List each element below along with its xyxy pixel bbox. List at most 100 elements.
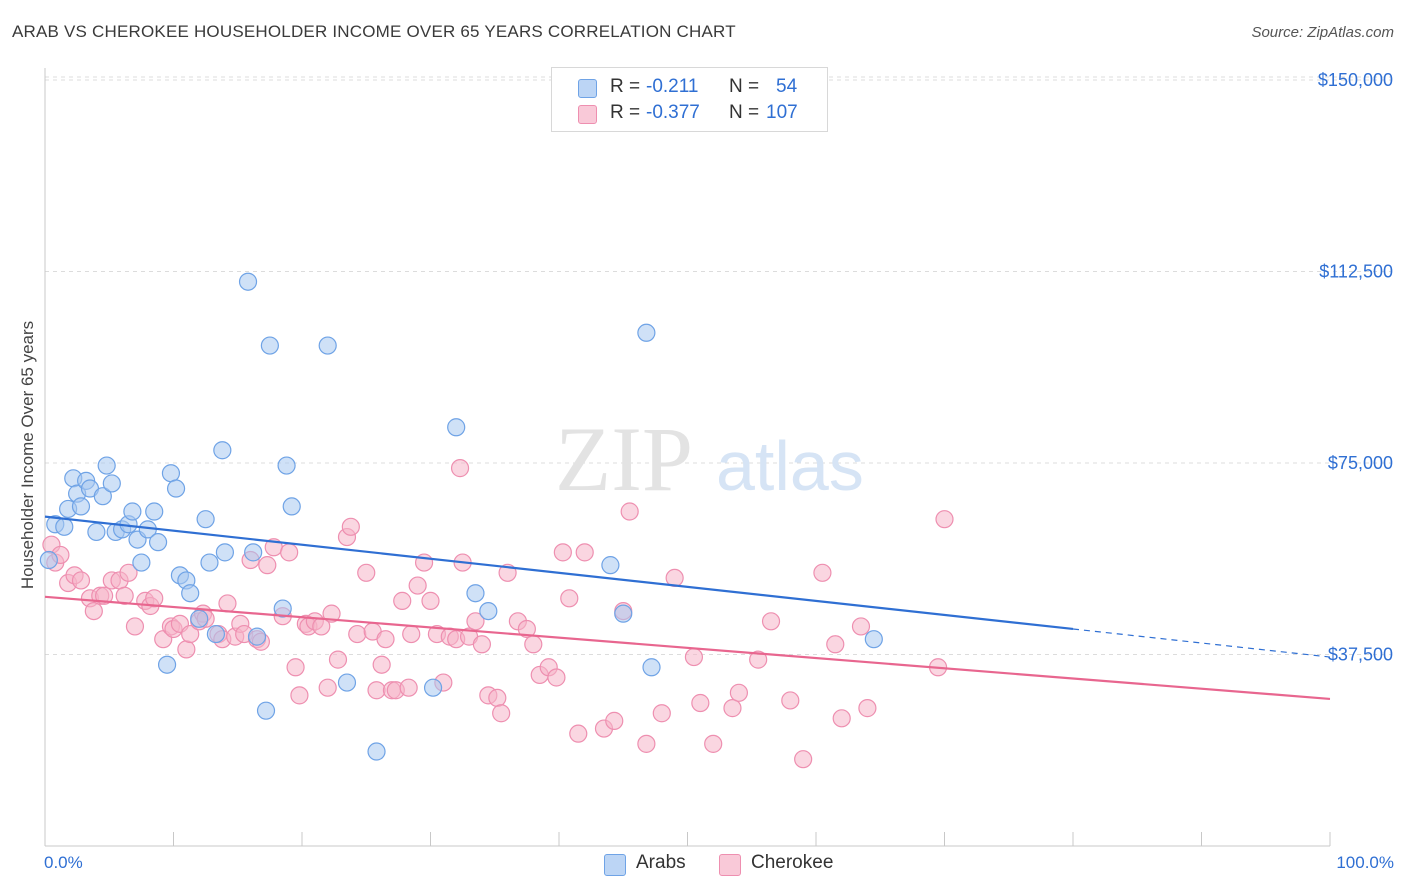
arabs-point-23 xyxy=(161,464,181,483)
cherokee-point-29 xyxy=(218,594,237,613)
cherokee-point-41 xyxy=(290,686,309,705)
cherokee-point-80 xyxy=(524,635,543,654)
arabs-point-20 xyxy=(145,502,164,521)
cherokee-point-107 xyxy=(851,617,871,636)
arabs-point-9 xyxy=(87,522,106,542)
arabs-n-label: N = xyxy=(729,76,760,97)
cherokee-point-46 xyxy=(318,678,337,697)
cherokee-point-104 xyxy=(813,563,832,582)
cherokee-n-value: 107 xyxy=(766,102,798,123)
arabs-point-6 xyxy=(71,497,91,516)
cherokee-point-23 xyxy=(181,624,200,644)
cherokee-point-100 xyxy=(749,650,768,669)
cherokee-point-48 xyxy=(328,650,348,669)
series-cherokee xyxy=(42,459,954,769)
cherokee-point-85 xyxy=(560,589,579,608)
cherokee-point-98 xyxy=(723,699,742,718)
cherokee-point-102 xyxy=(781,691,800,710)
cherokee-point-92 xyxy=(637,734,656,753)
cherokee-point-52 xyxy=(357,563,376,582)
cherokee-point-101 xyxy=(761,612,781,631)
cherokee-point-40 xyxy=(286,658,305,677)
y-tick-label-2: $112,500 xyxy=(1319,262,1393,282)
cherokee-point-95 xyxy=(684,647,704,667)
arabs-point-38 xyxy=(260,336,279,355)
cherokee-point-56 xyxy=(376,630,395,649)
arabs-point-44 xyxy=(367,742,386,761)
arabs-point-50 xyxy=(614,604,633,623)
y-tick-label-3: $150,000 xyxy=(1318,70,1393,90)
cherokee-point-99 xyxy=(729,683,749,702)
arabs-point-51 xyxy=(637,323,656,342)
x-tick-max: 100.0% xyxy=(1336,853,1394,872)
arabs-point-47 xyxy=(466,584,485,603)
arabs-point-40 xyxy=(277,456,296,475)
arabs-point-29 xyxy=(196,510,215,529)
arabs-point-24 xyxy=(166,479,186,498)
cherokee-point-55 xyxy=(372,655,391,674)
y-tick-label-0: $37,500 xyxy=(1328,645,1393,665)
cherokee-point-51 xyxy=(348,624,367,644)
arabs-point-37 xyxy=(256,701,276,720)
arabs-point-36 xyxy=(247,627,267,646)
arabs-point-22 xyxy=(157,655,177,674)
watermark-atlas: atlas xyxy=(716,427,864,505)
cherokee-point-75 xyxy=(488,688,507,708)
arabs-point-43 xyxy=(337,673,357,692)
correlation-legend: R = -0.211 N = 54 R = -0.377 N = 107 xyxy=(551,67,828,132)
cherokee-point-22 xyxy=(177,640,196,659)
arabs-point-21 xyxy=(148,533,168,552)
cherokee-point-93 xyxy=(652,704,671,723)
cherokee-point-13 xyxy=(119,563,138,582)
arabs-r-value: -0.211 xyxy=(646,76,699,97)
cherokee-point-39 xyxy=(280,543,299,562)
arabs-point-39 xyxy=(273,599,292,618)
cherokee-point-73 xyxy=(472,635,491,654)
cherokee-point-7 xyxy=(84,601,103,621)
cherokee-point-96 xyxy=(691,693,710,713)
arabs-point-53 xyxy=(864,630,883,649)
cherokee-point-72 xyxy=(466,612,485,631)
arabs-point-18 xyxy=(132,553,151,572)
cherokee-legend-label: Cherokee xyxy=(751,852,834,873)
cherokee-point-91 xyxy=(620,502,639,521)
cherokee-point-76 xyxy=(492,704,511,723)
source-credit: Source: ZipAtlas.com xyxy=(1251,24,1394,41)
cherokee-point-9 xyxy=(95,586,114,605)
cherokee-point-64 xyxy=(421,591,440,610)
cherokee-point-60 xyxy=(399,678,418,697)
cherokee-point-5 xyxy=(71,571,91,590)
arabs-point-34 xyxy=(238,272,258,291)
cherokee-point-14 xyxy=(125,617,145,636)
cherokee-point-86 xyxy=(569,724,588,743)
cherokee-point-47 xyxy=(322,604,341,623)
y-tick-label-1: $75,000 xyxy=(1328,453,1393,473)
arabs-point-11 xyxy=(97,456,116,475)
arabs-point-42 xyxy=(318,336,337,355)
arabs-legend-swatch xyxy=(604,854,626,876)
cherokee-point-17 xyxy=(145,589,164,608)
arabs-point-30 xyxy=(200,553,219,572)
cherokee-point-105 xyxy=(826,635,845,654)
arabs-point-32 xyxy=(213,441,232,460)
cherokee-n-label: N = xyxy=(729,102,760,123)
cherokee-point-12 xyxy=(115,586,134,605)
cherokee-legend-swatch xyxy=(719,854,741,876)
arabs-point-35 xyxy=(244,543,263,562)
arabs-point-12 xyxy=(102,474,121,493)
arabs-point-28 xyxy=(190,609,209,628)
arabs-trend-line xyxy=(44,515,1074,631)
cherokee-point-36 xyxy=(258,556,277,575)
x-axis-ticks xyxy=(173,832,1331,846)
arabs-point-52 xyxy=(642,658,661,677)
cherokee-point-50 xyxy=(341,517,360,536)
arabs-point-48 xyxy=(479,601,498,621)
cherokee-point-83 xyxy=(547,668,566,687)
cherokee-point-106 xyxy=(832,709,851,728)
arabs-point-16 xyxy=(123,502,142,521)
arabs-swatch xyxy=(578,79,597,98)
cherokee-r-value: -0.377 xyxy=(646,102,700,123)
cherokee-point-108 xyxy=(858,699,877,718)
cherokee-r-label: R = xyxy=(610,102,641,123)
